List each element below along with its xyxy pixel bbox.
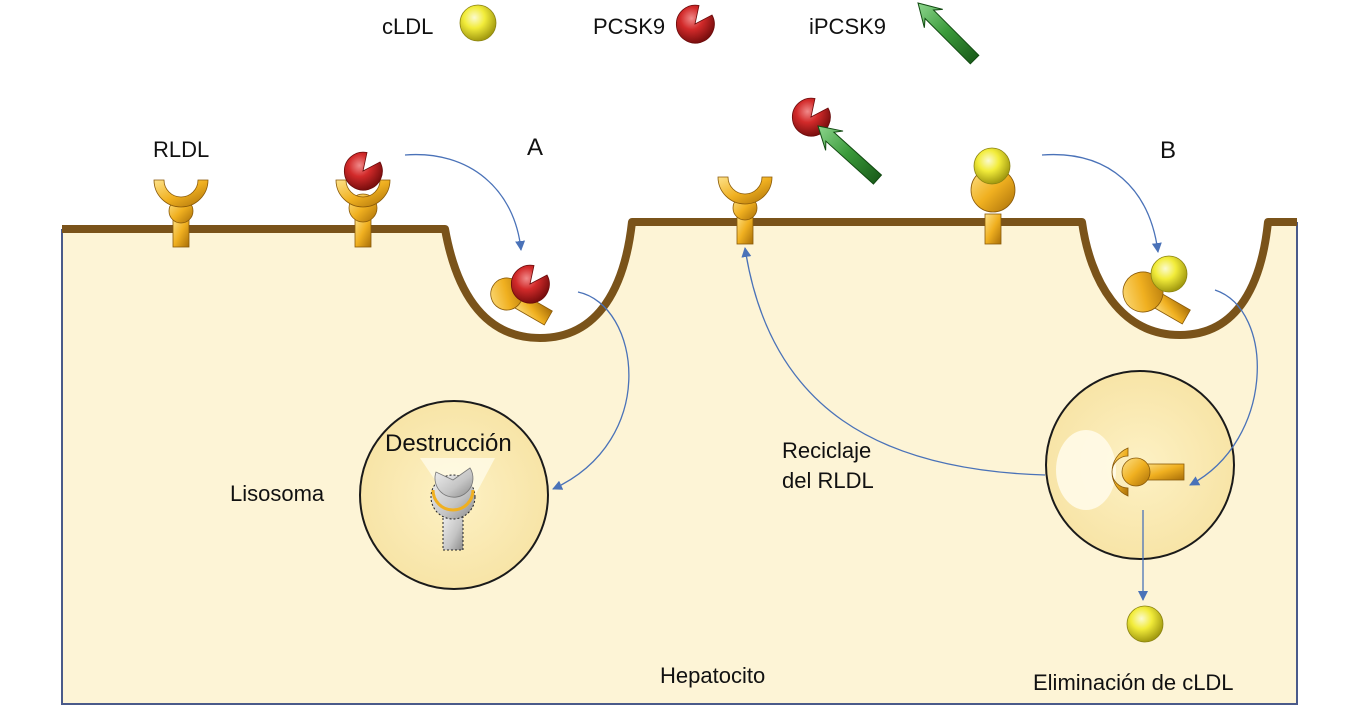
legend-cldl-label: cLDL [382,14,433,39]
receptor-with-ldl [970,147,1016,245]
arrow-recycling [741,247,1046,476]
receptor-empty-left [153,179,209,248]
cell-membrane [62,218,1297,342]
released-receptor [1111,447,1185,497]
legend-ldl-particle-icon [459,4,497,42]
eliminated-ldl-particle [1126,605,1164,643]
arrow-pcsk9-to-pit [404,153,526,251]
pcsk9-in-pit-a [510,264,550,304]
arrow-pit-to-endosome [1189,289,1258,486]
arrow-pit-to-lysosome [552,291,630,490]
receptor-with-pcsk9 [335,151,391,248]
lysosome-label: Lisosoma [230,481,325,506]
recycling-label-line2: del RLDL [782,468,874,493]
pathway-a-label: A [527,134,543,161]
elimination-label: Eliminación de cLDL [1033,670,1234,695]
rldl-label: RLDL [153,137,209,162]
hepatocyte-label: Hepatocito [660,663,765,688]
recycling-label-line1: Reciclaje [782,438,871,463]
legend-pcsk9-label: PCSK9 [593,14,665,39]
destroyed-receptor [430,467,476,551]
cell-frame [61,222,1298,705]
legend-pcsk9-icon [675,4,715,44]
endosome-glow [1056,430,1116,510]
ldl-in-pit-b [1150,255,1188,293]
legend-ipcsk9-label: iPCSK9 [809,14,886,39]
legend-inhibitor-arrow-icon [908,0,985,70]
arrow-ldl-to-pit [1041,153,1162,253]
destruction-label: Destrucción [385,430,512,457]
receptor-recycled [717,176,773,245]
pathway-b-label: B [1160,137,1176,164]
hepatocyte-cell [62,222,1297,704]
inhibitor-arrow-icon [808,115,887,190]
